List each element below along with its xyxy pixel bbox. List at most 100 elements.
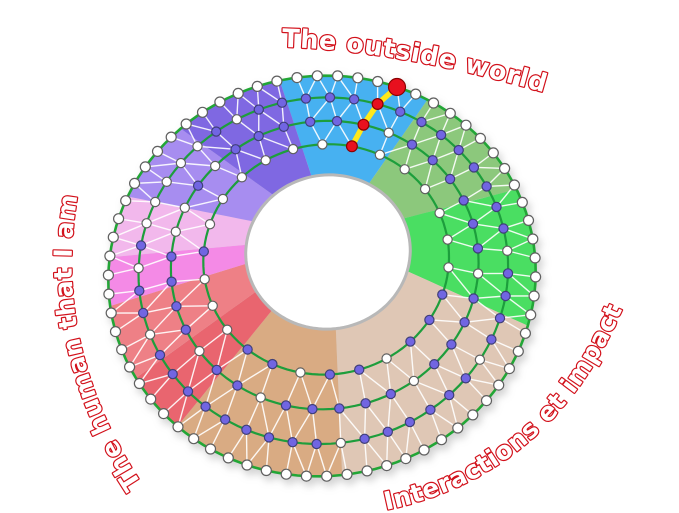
graph-node[interactable] xyxy=(179,202,190,213)
graph-node[interactable] xyxy=(295,367,306,378)
graph-node[interactable] xyxy=(253,104,264,115)
graph-node[interactable] xyxy=(151,145,164,157)
graph-node[interactable] xyxy=(395,106,406,117)
graph-node[interactable] xyxy=(144,329,156,340)
graph-node[interactable] xyxy=(287,437,298,448)
sector-impact-tan-light[interactable] xyxy=(335,271,528,475)
graph-node[interactable] xyxy=(180,118,192,130)
graph-node[interactable] xyxy=(116,344,128,356)
graph-node[interactable] xyxy=(276,97,288,108)
graph-node[interactable] xyxy=(219,414,231,425)
graph-node[interactable] xyxy=(182,386,194,397)
graph-node[interactable] xyxy=(419,183,431,195)
graph-node[interactable] xyxy=(311,438,322,450)
graph-node[interactable] xyxy=(167,368,178,380)
graph-node[interactable] xyxy=(137,307,149,319)
graph-node[interactable] xyxy=(172,421,184,433)
graph-node[interactable] xyxy=(133,262,144,274)
graph-node[interactable] xyxy=(425,404,436,415)
graph-node[interactable] xyxy=(418,444,430,456)
graph-node[interactable] xyxy=(446,339,457,350)
graph-node[interactable] xyxy=(241,459,253,471)
graph-node[interactable] xyxy=(508,179,521,191)
graph-node[interactable] xyxy=(374,149,386,160)
graph-node[interactable] xyxy=(444,389,455,401)
graph-node[interactable] xyxy=(305,116,316,128)
graph-node[interactable] xyxy=(359,433,370,444)
graph-node[interactable] xyxy=(209,160,221,172)
graph-node[interactable] xyxy=(222,452,234,464)
graph-node[interactable] xyxy=(210,126,222,137)
graph-node[interactable] xyxy=(253,130,264,142)
graph-node[interactable] xyxy=(503,363,515,375)
graph-node[interactable] xyxy=(207,300,218,311)
graph-node[interactable] xyxy=(442,234,453,245)
graph-node[interactable] xyxy=(317,139,328,150)
sector-outside-purple[interactable] xyxy=(180,80,312,196)
graph-node[interactable] xyxy=(300,93,312,104)
graph-node[interactable] xyxy=(198,246,209,257)
graph-node[interactable] xyxy=(525,309,537,321)
sector-interactions-green-light[interactable] xyxy=(368,99,517,219)
graph-node[interactable] xyxy=(352,72,364,84)
graph-node[interactable] xyxy=(255,392,266,403)
graph-node[interactable] xyxy=(472,243,484,254)
graph-node[interactable] xyxy=(444,173,456,185)
graph-node[interactable] xyxy=(180,324,191,335)
graph-node[interactable] xyxy=(416,116,427,128)
graph-node[interactable] xyxy=(217,193,229,205)
graph-node[interactable] xyxy=(263,432,275,443)
graph-node[interactable] xyxy=(291,71,303,84)
graph-node[interactable] xyxy=(321,470,333,482)
graph-node[interactable] xyxy=(171,301,182,312)
graph-node[interactable] xyxy=(204,443,217,455)
graph-node[interactable] xyxy=(109,326,122,338)
graph-node[interactable] xyxy=(385,388,396,400)
graph-node[interactable] xyxy=(135,240,147,251)
graph-node[interactable] xyxy=(300,470,312,482)
graph-node[interactable] xyxy=(107,231,119,243)
graph-node[interactable] xyxy=(134,285,145,296)
graph-node[interactable] xyxy=(405,336,416,347)
graph-node[interactable] xyxy=(381,460,393,472)
graph-node[interactable] xyxy=(527,233,539,245)
graph-node[interactable] xyxy=(427,154,438,166)
graph-node[interactable] xyxy=(460,373,471,384)
graph-node[interactable] xyxy=(354,364,365,375)
graph-node[interactable] xyxy=(129,177,141,189)
graph-node[interactable] xyxy=(311,70,323,82)
graph-node[interactable] xyxy=(112,213,125,225)
graph-node[interactable] xyxy=(251,80,263,93)
graph-node[interactable] xyxy=(232,87,244,100)
graph-node[interactable] xyxy=(528,290,540,302)
graph-node[interactable] xyxy=(434,207,445,219)
highlight-node[interactable] xyxy=(371,97,384,110)
graph-node[interactable] xyxy=(487,147,499,159)
graph-node[interactable] xyxy=(360,398,371,409)
graph-node[interactable] xyxy=(230,144,241,155)
graph-node[interactable] xyxy=(332,70,344,82)
graph-node[interactable] xyxy=(236,172,248,183)
graph-node[interactable] xyxy=(158,408,170,420)
graph-node[interactable] xyxy=(453,144,464,156)
graph-node[interactable] xyxy=(474,354,486,365)
graph-node[interactable] xyxy=(170,226,181,237)
graph-node[interactable] xyxy=(529,271,542,283)
graph-node[interactable] xyxy=(519,327,532,339)
graph-node[interactable] xyxy=(502,268,514,279)
graph-node[interactable] xyxy=(232,380,243,391)
graph-node[interactable] xyxy=(472,268,484,279)
sector-human-pink-light[interactable] xyxy=(109,196,254,258)
graph-node[interactable] xyxy=(429,359,440,370)
graph-node[interactable] xyxy=(145,393,157,405)
graph-node[interactable] xyxy=(214,96,226,108)
graph-node[interactable] xyxy=(382,426,393,437)
graph-node[interactable] xyxy=(192,180,204,191)
graph-node[interactable] xyxy=(200,401,211,412)
graph-node[interactable] xyxy=(522,214,535,226)
graph-node[interactable] xyxy=(491,201,502,213)
graph-node[interactable] xyxy=(502,245,513,256)
graph-node[interactable] xyxy=(500,290,511,302)
graph-node[interactable] xyxy=(154,349,166,361)
graph-node[interactable] xyxy=(103,288,115,300)
